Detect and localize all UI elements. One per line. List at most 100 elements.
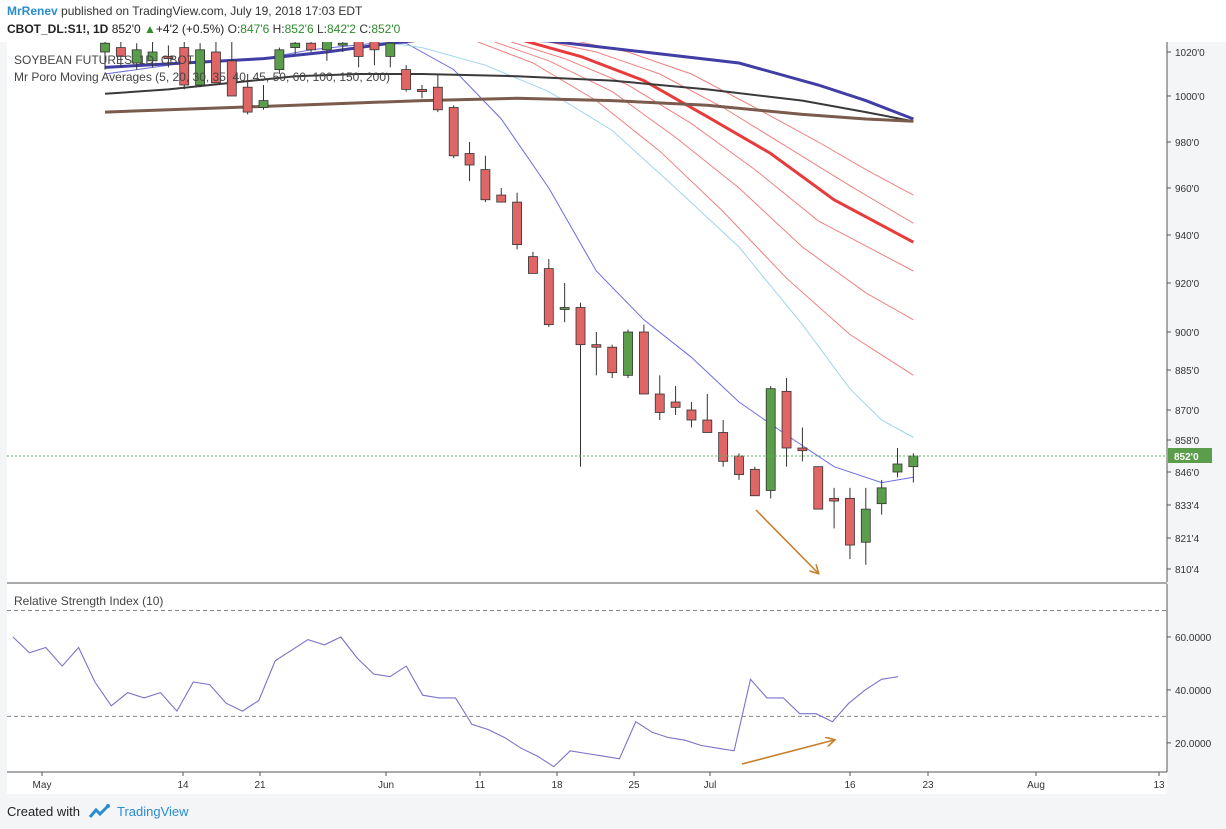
- time-tick-label: Aug: [1027, 780, 1045, 791]
- candle-body[interactable]: [749, 468, 760, 497]
- candle-body[interactable]: [860, 508, 871, 543]
- candle-body[interactable]: [147, 51, 158, 62]
- time-tick-label: 23: [922, 780, 934, 791]
- candle-body[interactable]: [654, 393, 665, 413]
- candle-body[interactable]: [115, 47, 126, 57]
- last-price-badge: [1168, 448, 1212, 463]
- candle-body[interactable]: [781, 390, 792, 449]
- moving-average-line-2: [577, 42, 914, 196]
- candle-body[interactable]: [829, 497, 839, 502]
- moving-average-line-5: [509, 42, 914, 272]
- candle-body[interactable]: [892, 463, 903, 473]
- candle-body[interactable]: [496, 194, 507, 203]
- axes: 1020'0 1000'0 980'0 960'0 940'0 920'0 900'0 885…: [7, 42, 1212, 791]
- time-tick-label: 16: [844, 780, 856, 791]
- candle-body[interactable]: [211, 51, 221, 84]
- candle-body[interactable]: [876, 487, 887, 505]
- candle-body[interactable]: [559, 307, 570, 310]
- candle-body[interactable]: [575, 307, 586, 346]
- candle-body[interactable]: [401, 69, 412, 90]
- candle-body[interactable]: [432, 86, 443, 111]
- moving-average-line-9: [104, 73, 914, 123]
- rsi-title: Relative Strength Index (10): [14, 594, 163, 608]
- time-tick-label: Jun: [378, 780, 394, 791]
- time-tick-label: 14: [177, 780, 189, 791]
- candle-body[interactable]: [131, 49, 142, 64]
- author-link[interactable]: MrRenev: [7, 4, 58, 18]
- candle-body[interactable]: [512, 201, 522, 246]
- candle-body[interactable]: [702, 419, 713, 433]
- candle-body[interactable]: [734, 455, 744, 476]
- candle-body[interactable]: [845, 497, 855, 546]
- candle-body[interactable]: [813, 466, 824, 510]
- price-tick-label: 833'4: [1175, 501, 1200, 512]
- rsi-tick-label: 60.0000: [1175, 633, 1212, 644]
- price-tick-label: 940'0: [1175, 231, 1200, 242]
- candle-body[interactable]: [195, 49, 206, 86]
- price-tick-label: 858'0: [1175, 436, 1200, 447]
- candle-body[interactable]: [528, 256, 538, 274]
- time-tick-label: 21: [254, 780, 266, 791]
- close-value: 852'0: [371, 22, 401, 36]
- candle-body[interactable]: [385, 42, 396, 57]
- chart-canvas[interactable]: SOYBEAN FUTURES, 1D, CBOT Mr Poro Moving …: [0, 0, 1226, 796]
- price-pane[interactable]: SOYBEAN FUTURES, 1D, CBOT Mr Poro Moving …: [7, 37, 1167, 573]
- candle-body[interactable]: [163, 56, 174, 60]
- candle-body[interactable]: [369, 41, 380, 51]
- time-tick-label: 11: [475, 780, 486, 791]
- rsi-tick-label: 20.0000: [1175, 739, 1212, 750]
- tradingview-logo-icon[interactable]: [88, 803, 112, 826]
- candle-body[interactable]: [337, 42, 348, 46]
- moving-average-line-7: [476, 42, 914, 376]
- time-tick-label: May: [33, 780, 52, 791]
- plot-background: [7, 42, 1167, 794]
- publish-info: published on TradingView.com, July 19, 2…: [61, 4, 363, 18]
- candle-body[interactable]: [448, 107, 459, 157]
- footer: Created with TradingView: [0, 796, 1226, 829]
- candle-body[interactable]: [686, 409, 697, 421]
- candle-body[interactable]: [242, 86, 253, 113]
- candle-body[interactable]: [274, 49, 285, 70]
- candle-body[interactable]: [100, 42, 110, 53]
- candle-body[interactable]: [623, 331, 633, 376]
- candle-body[interactable]: [543, 268, 554, 326]
- candle-body[interactable]: [417, 89, 427, 93]
- time-tick-label: 13: [1153, 780, 1165, 791]
- open-value: 847'6: [240, 22, 270, 36]
- candle-body[interactable]: [353, 39, 364, 57]
- candle-body[interactable]: [258, 100, 269, 108]
- chart-header: MrRenev published on TradingView.com, Ju…: [0, 0, 1226, 42]
- last-price: 852'0: [111, 22, 141, 36]
- moving-average-line-6: [493, 42, 914, 321]
- price-pane-title: SOYBEAN FUTURES, 1D, CBOT: [14, 53, 195, 67]
- high-label: H:: [272, 22, 285, 36]
- candle-body[interactable]: [591, 344, 602, 348]
- candle-body[interactable]: [670, 401, 681, 408]
- moving-average-line-8: [104, 42, 914, 121]
- candle-body[interactable]: [464, 153, 475, 166]
- candle-body[interactable]: [179, 47, 190, 86]
- candle-body[interactable]: [908, 455, 919, 468]
- candle-body[interactable]: [639, 331, 649, 395]
- candle-body[interactable]: [607, 346, 618, 374]
- candle-body[interactable]: [480, 169, 491, 201]
- candle-body[interactable]: [718, 432, 729, 462]
- price-tick-label: 960'0: [1175, 184, 1200, 195]
- rsi-line: [12, 636, 899, 768]
- candle-body[interactable]: [765, 388, 776, 491]
- time-tick-label: 25: [628, 780, 640, 791]
- candle-body[interactable]: [321, 41, 332, 51]
- rsi-pane[interactable]: Relative Strength Index (10): [7, 594, 1167, 768]
- tradingview-link[interactable]: TradingView: [117, 804, 189, 819]
- candle-body[interactable]: [306, 42, 316, 51]
- candle-body[interactable]: [226, 60, 237, 97]
- rsi-tick-label: 40.0000: [1175, 686, 1212, 697]
- candle-body[interactable]: [290, 42, 301, 49]
- candle-body[interactable]: [797, 447, 808, 452]
- price-tick-label: 821'4: [1175, 534, 1200, 545]
- price-tick-label: 920'0: [1175, 279, 1200, 290]
- price-change: +4'2 (+0.5%): [155, 22, 225, 36]
- close-label: C:: [359, 22, 372, 36]
- moving-average-line-4: [523, 42, 915, 244]
- moving-average-line-1: [378, 42, 914, 438]
